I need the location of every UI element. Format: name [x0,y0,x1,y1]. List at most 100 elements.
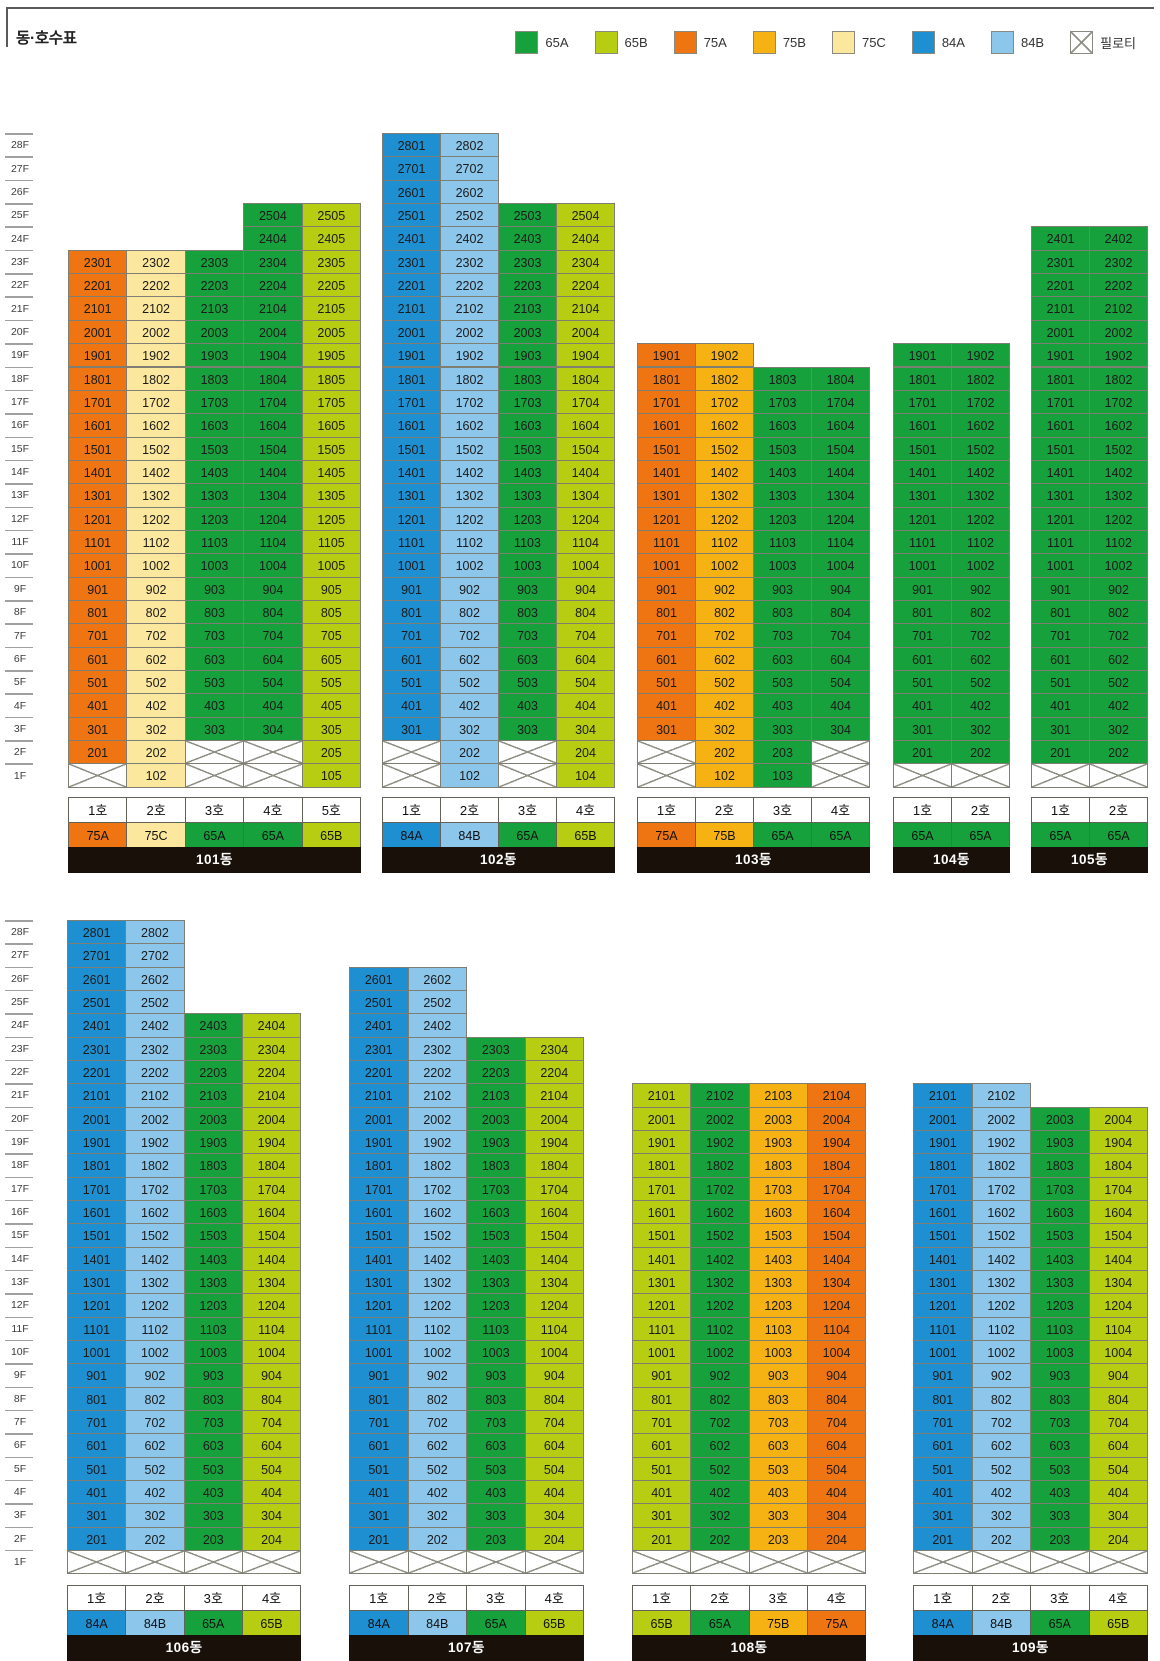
unit-cell: 1701 [349,1176,409,1201]
unit-column-header: 4호 [1088,1585,1148,1611]
legend-item-piloti: 필로티 [1070,31,1136,54]
unit-cell: 1202 [125,1293,185,1318]
unit-cell: 2801 [382,133,441,158]
unit-cell: 602 [690,1433,750,1458]
unit-cell: 503 [1030,1456,1090,1481]
unit-cell: 1001 [632,1339,692,1365]
unit-cell: 1304 [243,483,303,508]
unit-cell: 1103 [753,529,812,555]
color-swatch-65A [515,31,539,54]
floor-label: 25F [10,996,30,1009]
floor-scale-line [5,1106,33,1109]
unit-column-header: 2호 [971,1585,1031,1611]
unit-cell: 1301 [637,483,696,508]
unit-type-cell: 84B [407,1610,467,1636]
floor-label: 5F [13,1462,27,1475]
unit-cell: 601 [637,646,696,672]
unit-cell: 1601 [913,1199,973,1225]
unit-cell: 2505 [301,203,361,228]
unit-type-cell: 75A [68,822,128,848]
unit-column-header: 1호 [349,1585,409,1611]
color-swatch-75C [831,31,855,54]
unit-cell: 1903 [748,1129,808,1155]
unit-cell: 1502 [951,436,1010,461]
unit-column-header: 2호 [690,1585,750,1611]
floor-scale-line [5,413,33,415]
legend-label: 84A [941,35,965,50]
floor-scale-line [5,226,33,228]
unit-cell: 1801 [637,366,696,391]
piloti-swatch-icon [1070,31,1094,54]
unit-cell: 2802 [440,133,499,158]
unit-column-header: 2호 [407,1585,467,1611]
unit-cell: 304 [1088,1503,1148,1528]
unit-cell: 2801 [67,920,127,945]
unit-type-cell: 65A [690,1610,750,1636]
unit-cell: 2001 [68,319,128,345]
unit-cell: 603 [1030,1433,1090,1458]
unit-cell: 904 [241,1363,302,1388]
unit-cell: 1402 [951,459,1010,485]
unit-cell: 1204 [1088,1293,1148,1318]
unit-cell: 1703 [184,389,245,415]
unit-cell: 1401 [913,1246,973,1271]
piloti-cell [382,740,441,765]
unit-cell: 404 [556,693,615,718]
unit-cell: 1804 [811,366,870,391]
unit-cell: 2602 [407,966,467,991]
unit-column-header: 2호 [1089,797,1148,823]
unit-cell: 1304 [806,1269,867,1295]
unit-cell: 1302 [126,483,186,508]
piloti-cell [382,763,441,788]
building-name: 106동 [67,1635,302,1661]
floor-label: 4F [13,699,27,712]
unit-cell: 1402 [125,1246,185,1271]
unit-cell: 601 [1031,646,1090,672]
unit-cell: 2302 [125,1036,185,1061]
unit-cell: 1601 [68,413,128,438]
unit-type-cell: 84B [125,1610,185,1636]
unit-cell: 1604 [811,413,870,438]
unit-cell: 202 [407,1526,467,1551]
unit-cell: 302 [951,716,1010,742]
legend-label: 65B [624,35,648,50]
unit-cell: 2102 [440,296,499,321]
unit-cell: 304 [524,1503,584,1528]
unit-cell: 303 [753,716,812,742]
floor-label: 25F [10,209,30,222]
unit-column-header: 3호 [466,1585,526,1611]
unit-cell: 501 [67,1456,127,1481]
legend-item-65B: 65B [594,31,648,54]
unit-cell: 2004 [806,1106,867,1131]
unit-cell: 1703 [748,1176,808,1201]
unit-cell: 2004 [241,1106,302,1131]
floor-label: 14F [10,1252,30,1265]
unit-cell: 1401 [632,1246,692,1271]
unit-cell: 1202 [690,1293,750,1318]
unit-cell: 504 [556,670,615,695]
floor-scale-line [5,1199,33,1202]
unit-cell: 603 [748,1433,808,1458]
unit-type-cell: 65B [556,822,615,848]
floor-scale-line [5,1013,33,1015]
unit-cell: 2003 [183,1106,243,1131]
unit-cell: 605 [301,646,361,672]
floor-scale-line [5,1246,33,1249]
unit-cell: 604 [241,1433,302,1458]
unit-cell: 1801 [349,1153,409,1178]
unit-cell: 1003 [1030,1339,1090,1365]
unit-cell: 704 [524,1409,584,1435]
unit-cell: 1602 [971,1199,1031,1225]
unit-cell: 904 [243,576,303,601]
unit-cell: 803 [183,1386,243,1411]
unit-cell: 504 [524,1456,584,1481]
unit-cell: 1805 [301,366,361,391]
unit-cell: 1402 [1089,459,1148,485]
floor-scale-line [5,1083,33,1085]
unit-cell: 1904 [243,343,303,368]
unit-cell: 201 [632,1526,692,1551]
unit-type-cell: 65B [301,822,361,848]
unit-cell: 1801 [632,1153,692,1178]
unit-cell: 1703 [183,1176,243,1201]
unit-cell: 704 [1088,1409,1148,1435]
